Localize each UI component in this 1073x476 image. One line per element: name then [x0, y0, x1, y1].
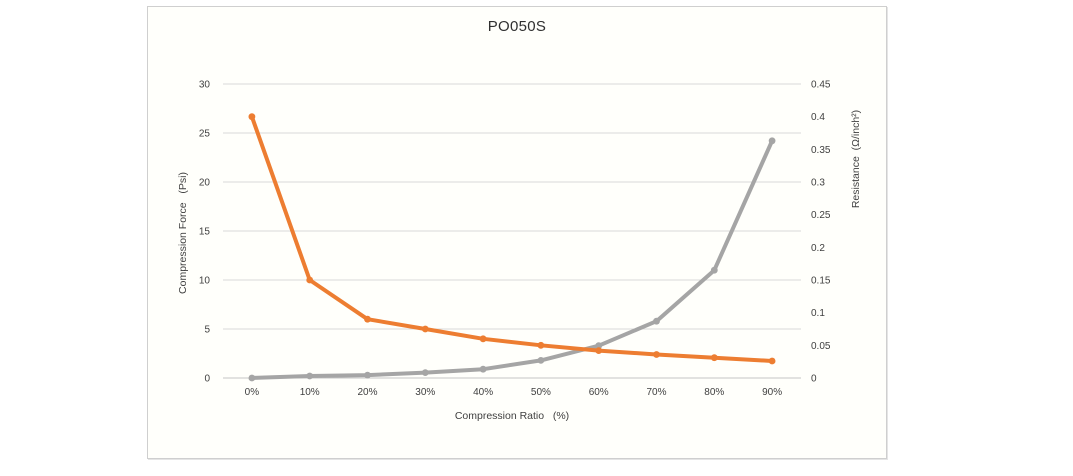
y-right-tick-label: 0.4 — [811, 112, 825, 123]
y-left-tick-label: 5 — [204, 325, 210, 336]
series-line-compression-force — [249, 138, 775, 380]
x-tick-label: 40% — [473, 387, 493, 398]
y-axis-left-title: Compression Force (Psi) — [177, 172, 189, 294]
series-marker-resistance — [768, 357, 776, 365]
plot-area: 0 5 10 15 20 25 30 0 0.05 0.1 0.15 0.2 0.25 0.3 0.35 0.… — [199, 80, 831, 399]
y-right-tick-label: 0.45 — [811, 80, 831, 91]
series-marker-resistance — [248, 113, 256, 121]
series-marker-resistance — [595, 347, 603, 354]
y-left-tick-label: 20 — [199, 178, 211, 189]
x-tick-label: 70% — [646, 387, 666, 398]
y-right-tick-label: 0.05 — [811, 341, 831, 352]
y-left-tick-label: 30 — [199, 80, 211, 91]
series-marker-resistance — [479, 335, 487, 343]
x-tick-label: 30% — [415, 387, 435, 398]
x-tick-label: 20% — [357, 387, 377, 398]
y-left-tick-label: 15 — [199, 227, 211, 238]
x-tick-label: 10% — [300, 387, 320, 398]
y-right-tick-label: 0.15 — [811, 276, 831, 287]
y-left-tick-label: 10 — [199, 276, 211, 287]
y-left-tick-label: 0 — [204, 374, 210, 385]
series-marker-resistance — [653, 351, 660, 358]
x-axis-title: Compression Ratio (%) — [454, 410, 570, 422]
series-marker-resistance — [421, 325, 429, 333]
y-left-tick-label: 25 — [199, 129, 211, 140]
x-tick-label: 50% — [531, 387, 551, 398]
y-right-tick-label: 0 — [811, 374, 817, 385]
series-marker-compression-force — [479, 365, 487, 373]
series-line-resistance — [249, 114, 775, 363]
chart-figure: PO050S 0 5 10 15 20 25 30 0 0.05 0.1 0.15 0.2 0.25 0.… — [147, 6, 887, 459]
x-tick-label: 80% — [704, 387, 724, 398]
series-marker-resistance — [306, 276, 314, 284]
series-marker-compression-force — [537, 357, 545, 364]
y-right-tick-label: 0.35 — [811, 145, 831, 156]
series-marker-compression-force — [364, 371, 371, 379]
series-marker-compression-force — [653, 317, 660, 325]
series-marker-compression-force — [306, 372, 314, 380]
y-right-tick-label: 0.2 — [811, 243, 825, 254]
series-marker-compression-force — [421, 369, 429, 376]
x-tick-label: 0% — [245, 387, 260, 398]
series-marker-resistance — [537, 341, 545, 349]
x-tick-label: 90% — [762, 387, 782, 398]
series-marker-compression-force — [768, 137, 776, 145]
y-axis-right-title: Resistance (Ω/inch²) — [850, 109, 862, 209]
series-marker-resistance — [710, 354, 718, 362]
x-tick-label: 60% — [589, 387, 609, 398]
chart-title: PO050S — [487, 18, 547, 35]
y-right-tick-label: 0.25 — [811, 210, 831, 221]
series-marker-compression-force — [248, 374, 256, 382]
y-right-tick-label: 0.3 — [811, 178, 825, 189]
series-marker-compression-force — [710, 266, 718, 274]
series-marker-compression-force — [595, 342, 603, 350]
y-right-tick-label: 0.1 — [811, 308, 825, 319]
series-marker-resistance — [364, 315, 371, 323]
